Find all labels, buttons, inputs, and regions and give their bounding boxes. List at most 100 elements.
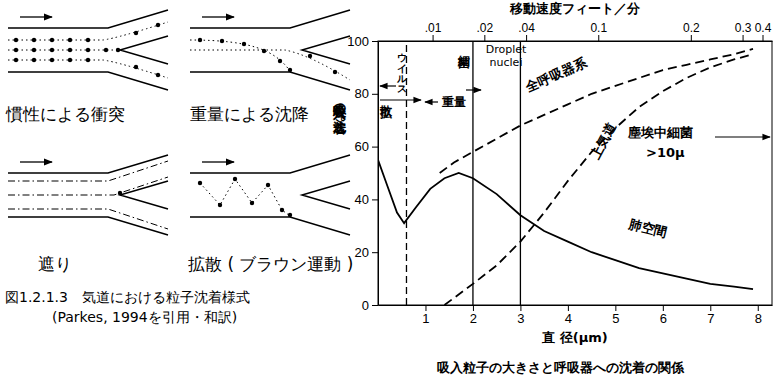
- particle: [198, 181, 202, 185]
- series-line: [440, 49, 753, 173]
- annotation: 塵埃中細菌: [627, 125, 693, 140]
- airway-wall: [8, 10, 168, 28]
- flow-arrow: [20, 16, 52, 17]
- source: (Parkes, 1994を引用・和訳): [52, 309, 237, 325]
- x2-tick-label: 0.4: [755, 21, 772, 35]
- y-tick-mark: [372, 252, 378, 253]
- particle: [233, 177, 237, 181]
- airway-wall: [302, 36, 350, 64]
- particle: [32, 38, 36, 42]
- y-tick: 100: [347, 34, 378, 49]
- particle-path: [190, 50, 350, 80]
- y-axis-title: 吸入粒子の沈着(%): [333, 95, 348, 135]
- plot-frame: [378, 41, 772, 305]
- airway-wall: [8, 155, 168, 173]
- particle: [50, 38, 54, 42]
- flow-arrow: [202, 16, 234, 17]
- airway-wall: [302, 181, 350, 209]
- y-tick: 40: [355, 192, 378, 207]
- x2-tick-mark: [691, 35, 692, 41]
- particle-path: [190, 40, 290, 71]
- x-tick: 4: [565, 305, 572, 326]
- particle-path: [8, 177, 168, 195]
- particle: [14, 58, 18, 62]
- particle: [86, 48, 90, 52]
- x-tick-mark: [425, 305, 426, 311]
- size-boundary: [520, 41, 521, 305]
- y-tick-mark: [372, 147, 378, 148]
- annotation: Dropletnuclei: [486, 43, 527, 69]
- particle-path: [8, 209, 168, 229]
- x-tick: 5: [612, 305, 619, 326]
- x-tick-mark: [615, 305, 616, 311]
- particle: [104, 48, 108, 52]
- x-tick: 6: [660, 305, 667, 326]
- particle: [198, 38, 202, 42]
- annotation-arrow: [715, 136, 770, 137]
- annotation: 拡散: [379, 105, 393, 119]
- annotation: ウイルス: [396, 46, 408, 93]
- particle: [242, 42, 246, 46]
- particle-path: [8, 50, 118, 51]
- particle: [32, 48, 36, 52]
- chart-title: 吸入粒子の大きさと呼吸器への沈着の関係: [437, 360, 685, 375]
- series-label: 全呼吸器系: [522, 54, 589, 95]
- y-tick-label: 80: [355, 86, 369, 101]
- particle: [280, 208, 284, 212]
- particle: [134, 31, 138, 35]
- x2-tick: 0.1: [590, 21, 607, 41]
- annotation-arrow: [425, 101, 438, 102]
- x2-tick-label: .02: [476, 21, 493, 35]
- particle: [220, 39, 224, 43]
- annotation: 細菌: [458, 55, 471, 69]
- particle-path: [200, 179, 290, 216]
- annotation: 重量: [441, 95, 466, 109]
- particle: [68, 48, 72, 52]
- annotation-arrow: [466, 89, 481, 90]
- y-axis: 020406080100: [347, 34, 378, 313]
- flow-arrow: [202, 161, 234, 162]
- x2-tick: 0.4: [755, 21, 772, 41]
- x2-tick-label: 0.3: [735, 21, 752, 35]
- y-tick-mark: [372, 94, 378, 95]
- y-tick-label: 40: [355, 192, 369, 207]
- x2-tick-label: .01: [425, 21, 442, 35]
- x-tick: 7: [707, 305, 714, 326]
- x-tick: 1: [422, 305, 429, 326]
- y-tick-label: 100: [347, 34, 369, 49]
- particle: [288, 213, 292, 217]
- particle: [262, 49, 266, 53]
- size-boundary: [472, 41, 473, 305]
- x-tick-mark: [758, 305, 759, 311]
- particle: [50, 48, 54, 52]
- series-line: [378, 160, 753, 289]
- x2-tick: 0.2: [683, 21, 700, 41]
- x2-tick-mark: [526, 35, 527, 41]
- particle: [86, 38, 90, 42]
- x-tick-label: 1: [422, 311, 429, 326]
- particle: [333, 70, 337, 74]
- particle: [14, 48, 18, 52]
- particle: [68, 38, 72, 42]
- flow-arrow: [20, 161, 52, 162]
- particle: [118, 191, 122, 195]
- particle: [50, 58, 54, 62]
- y-tick-label: 20: [355, 245, 369, 260]
- x2-tick-mark: [484, 35, 485, 41]
- x-tick-label: 2: [470, 311, 477, 326]
- particle: [134, 65, 138, 69]
- y-tick-mark: [372, 41, 378, 42]
- x-tick-mark: [473, 305, 474, 311]
- particle: [14, 38, 18, 42]
- particle: [86, 58, 90, 62]
- x-tick-mark: [520, 305, 521, 311]
- particle: [156, 23, 160, 27]
- particle: [156, 73, 160, 77]
- x-axis: 12345678: [379, 305, 773, 326]
- x2-tick-mark: [763, 35, 764, 41]
- plot-area: [378, 41, 753, 305]
- airway-wall: [190, 217, 350, 235]
- series-label: 肺空間: [626, 216, 668, 240]
- y-tick-mark: [372, 199, 378, 200]
- y-tick: 60: [355, 139, 378, 154]
